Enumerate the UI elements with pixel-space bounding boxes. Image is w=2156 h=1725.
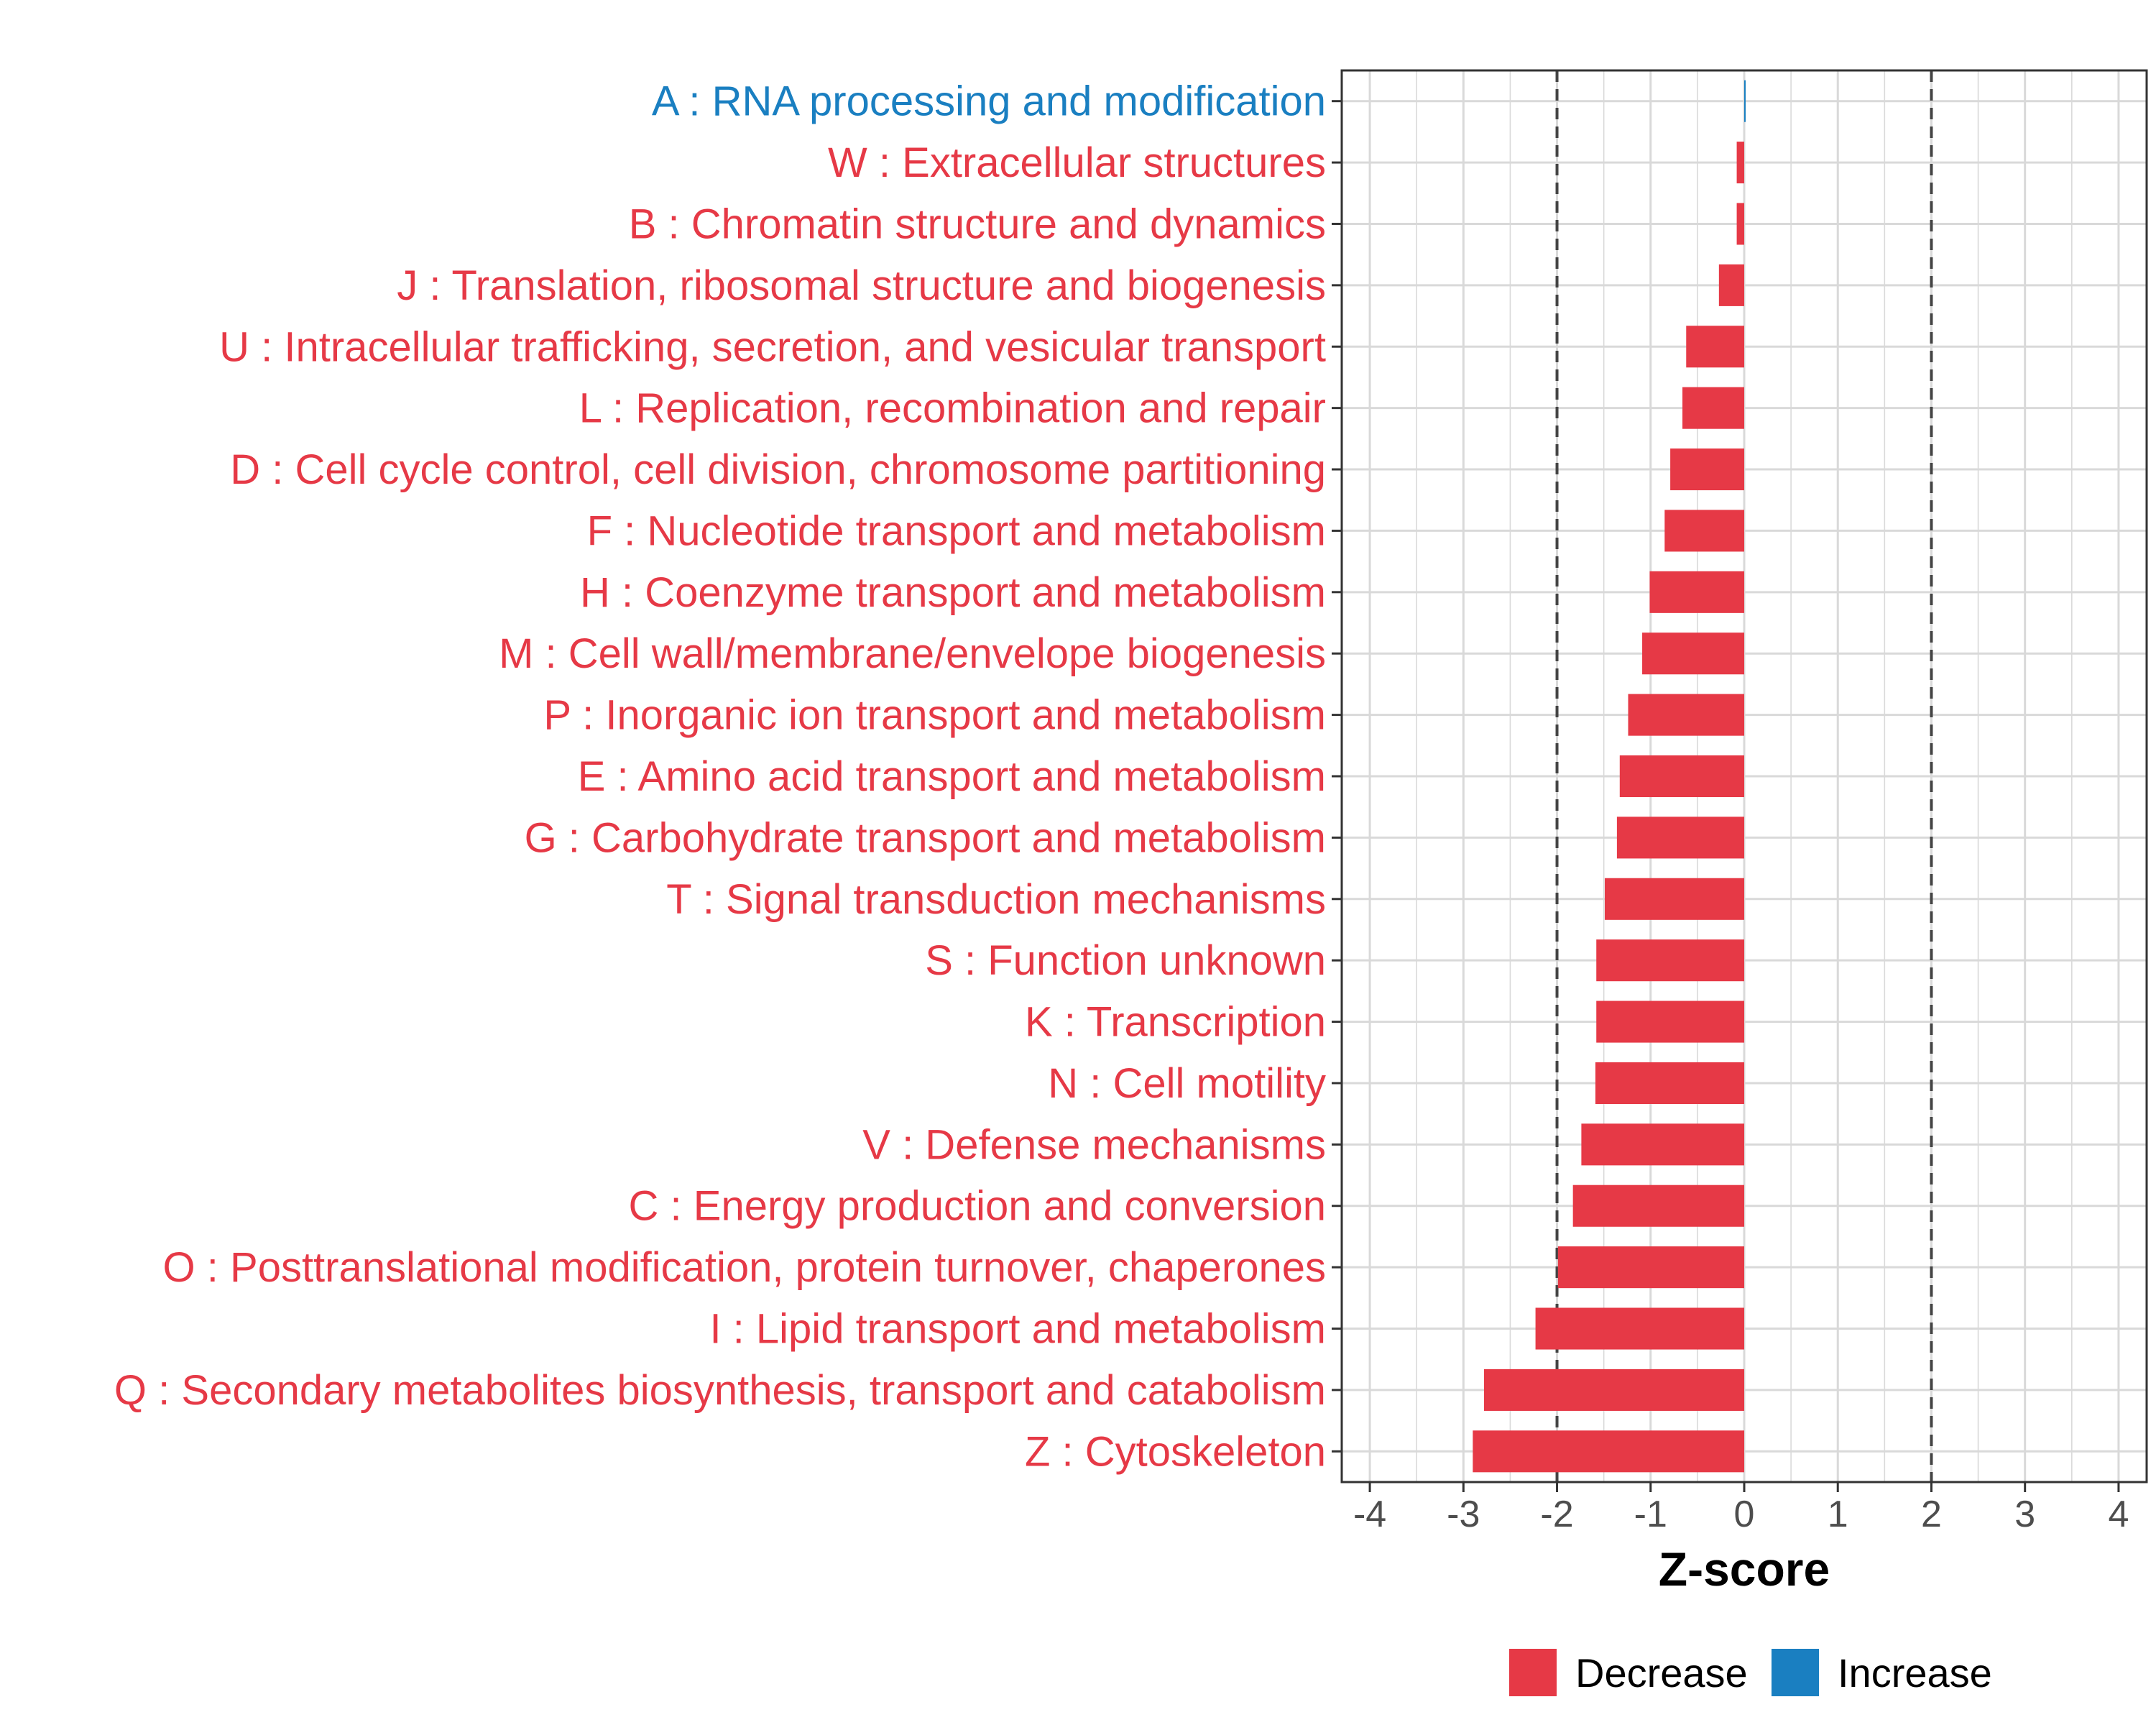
legend-label: Increase bbox=[1838, 1650, 1992, 1696]
x-tick-label: 3 bbox=[2014, 1494, 2035, 1535]
bar bbox=[1649, 571, 1744, 613]
category-label: T : Signal transduction mechanisms bbox=[666, 876, 1326, 923]
category-label: C : Energy production and conversion bbox=[629, 1183, 1326, 1230]
bar bbox=[1682, 387, 1744, 429]
bar bbox=[1619, 755, 1744, 798]
bar bbox=[1535, 1307, 1744, 1350]
category-label: A : RNA processing and modification bbox=[652, 78, 1326, 125]
bar bbox=[1736, 142, 1744, 184]
x-tick-label: 0 bbox=[1734, 1494, 1755, 1535]
reference-lines bbox=[1555, 70, 1933, 1482]
category-label: W : Extracellular structures bbox=[828, 139, 1326, 186]
category-label: K : Transcription bbox=[1025, 999, 1326, 1046]
x-tick-label: -1 bbox=[1634, 1494, 1667, 1535]
category-label: D : Cell cycle control, cell division, c… bbox=[230, 446, 1326, 493]
category-label: F : Nucleotide transport and metabolism bbox=[587, 507, 1326, 554]
bar bbox=[1736, 203, 1744, 245]
category-label: P : Inorganic ion transport and metaboli… bbox=[543, 692, 1326, 739]
category-label: Z : Cytoskeleton bbox=[1025, 1428, 1326, 1475]
bar bbox=[1670, 448, 1744, 491]
bar bbox=[1628, 694, 1744, 736]
category-label: N : Cell motility bbox=[1048, 1060, 1326, 1107]
bar bbox=[1686, 326, 1744, 368]
bar bbox=[1596, 939, 1744, 982]
category-label: S : Function unknown bbox=[925, 937, 1326, 984]
bar bbox=[1581, 1123, 1744, 1166]
x-tick-label: -2 bbox=[1540, 1494, 1573, 1535]
category-label: G : Carbohydrate transport and metabolis… bbox=[525, 814, 1326, 861]
category-label: U : Intracellular trafficking, secretion… bbox=[219, 323, 1326, 370]
legend: Decrease Increase bbox=[1509, 1649, 1992, 1696]
bar bbox=[1596, 1000, 1744, 1043]
bar bbox=[1664, 510, 1744, 552]
bar bbox=[1483, 1368, 1744, 1411]
category-label: J : Translation, ribosomal structure and… bbox=[397, 262, 1326, 309]
x-axis-title: Z-score bbox=[1659, 1542, 1830, 1596]
bars bbox=[1473, 80, 1746, 1473]
x-tick-label: 2 bbox=[1921, 1494, 1942, 1535]
x-tick-label: 4 bbox=[2108, 1494, 2129, 1535]
bar bbox=[1642, 632, 1744, 675]
bar bbox=[1473, 1430, 1744, 1473]
legend-swatch bbox=[1772, 1649, 1819, 1696]
bar bbox=[1572, 1184, 1744, 1227]
category-label: H : Coenzyme transport and metabolism bbox=[580, 569, 1326, 616]
x-tick-label: 1 bbox=[1828, 1494, 1848, 1535]
category-label: Q : Secondary metabolites biosynthesis, … bbox=[114, 1367, 1326, 1414]
category-label: B : Chromatin structure and dynamics bbox=[629, 201, 1326, 247]
bar bbox=[1595, 1062, 1744, 1104]
category-label: M : Cell wall/membrane/envelope biogenes… bbox=[499, 630, 1326, 677]
bar bbox=[1604, 878, 1744, 920]
x-tick-label: -4 bbox=[1353, 1494, 1386, 1535]
category-label: L : Replication, recombination and repai… bbox=[579, 385, 1326, 432]
bar bbox=[1744, 80, 1746, 122]
legend-label: Decrease bbox=[1575, 1650, 1748, 1696]
category-label: O : Posttranslational modification, prot… bbox=[163, 1244, 1326, 1291]
bar bbox=[1557, 1246, 1744, 1289]
legend-swatch bbox=[1509, 1649, 1557, 1696]
x-axis-ticks: -4 -3 -2 -1 0 1 2 3 4 bbox=[1353, 1482, 2129, 1535]
bar bbox=[1616, 816, 1744, 859]
category-label: I : Lipid transport and metabolism bbox=[709, 1306, 1326, 1353]
x-tick-label: -3 bbox=[1447, 1494, 1480, 1535]
category-labels: A : RNA processing and modification W : E… bbox=[114, 78, 1342, 1475]
category-label: V : Defense mechanisms bbox=[862, 1121, 1326, 1168]
bar bbox=[1718, 264, 1744, 306]
category-label: E : Amino acid transport and metabolism bbox=[578, 753, 1326, 800]
